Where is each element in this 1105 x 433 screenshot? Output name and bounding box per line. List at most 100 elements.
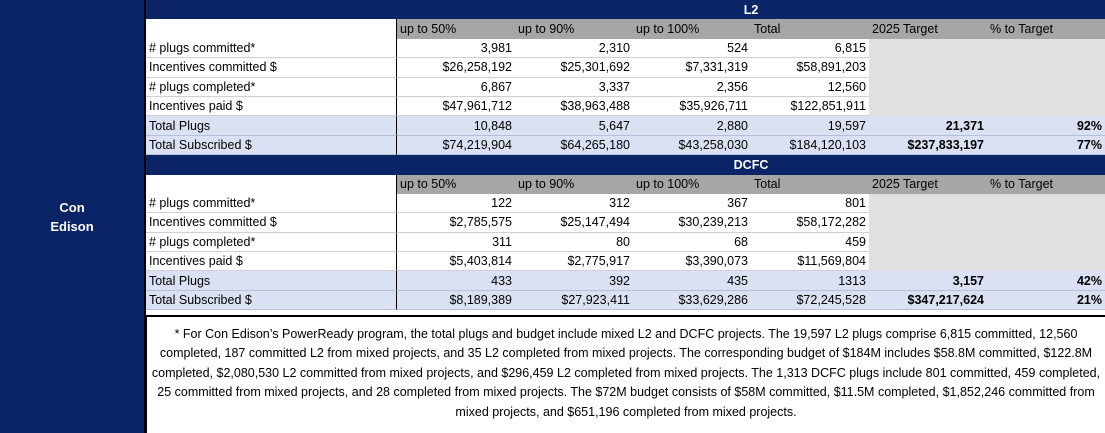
value-cell[interactable]: 80 (515, 232, 633, 253)
value-cell[interactable]: 801 (751, 193, 869, 214)
pct-empty-cell[interactable] (987, 193, 1105, 214)
value-cell[interactable]: 2,356 (633, 77, 751, 97)
pct-empty-cell[interactable] (987, 252, 1105, 272)
total-value-cell[interactable]: 435 (633, 271, 751, 291)
column-header[interactable]: up to 90% (518, 177, 575, 192)
target-empty-cell[interactable] (869, 38, 987, 59)
value-cell[interactable]: 68 (633, 232, 751, 253)
target-value-cell[interactable]: $347,217,624 (869, 290, 987, 311)
footnote-cell[interactable]: * For Con Edison’s PowerReady program, t… (146, 315, 1105, 433)
section-title[interactable]: DCFC (733, 157, 769, 172)
value-cell[interactable]: 311 (397, 232, 515, 253)
target-empty-cell[interactable] (869, 77, 987, 97)
row-label[interactable]: # plugs completed* (146, 77, 397, 97)
pct-to-target-cell[interactable]: 21% (987, 290, 1105, 311)
column-header[interactable]: % to Target (990, 177, 1054, 192)
value-cell[interactable]: $35,926,711 (633, 96, 751, 117)
total-value-cell[interactable]: 10,848 (397, 116, 515, 136)
value-cell[interactable]: 12,560 (751, 77, 869, 97)
value-cell[interactable]: 524 (633, 38, 751, 59)
total-value-cell[interactable]: $27,923,411 (515, 290, 633, 311)
total-value-cell[interactable]: 1313 (751, 271, 869, 291)
pct-empty-cell[interactable] (987, 77, 1105, 97)
value-cell[interactable]: $26,258,192 (397, 58, 515, 78)
column-header[interactable]: 2025 Target (872, 22, 938, 37)
target-empty-cell[interactable] (869, 96, 987, 117)
column-header[interactable]: Total (754, 22, 781, 37)
total-label[interactable]: Total Subscribed $ (146, 290, 397, 311)
section-title[interactable]: L2 (743, 2, 759, 17)
total-value-cell[interactable]: $43,258,030 (633, 135, 751, 156)
value-cell[interactable]: $7,331,319 (633, 58, 751, 78)
total-value-cell[interactable]: $33,629,286 (633, 290, 751, 311)
total-label[interactable]: Total Plugs (146, 116, 397, 136)
column-header[interactable]: % to Target (990, 22, 1054, 37)
target-empty-cell[interactable] (869, 193, 987, 214)
row-label[interactable]: # plugs committed* (146, 193, 397, 214)
value-cell[interactable]: 367 (633, 193, 751, 214)
total-label[interactable]: Total Subscribed $ (146, 135, 397, 156)
column-header[interactable]: up to 100% (636, 177, 700, 192)
value-cell[interactable]: $47,961,712 (397, 96, 515, 117)
blank-cell[interactable] (146, 155, 397, 174)
row-label[interactable]: Incentives committed $ (146, 213, 397, 233)
pct-empty-cell[interactable] (987, 213, 1105, 233)
value-cell[interactable]: $58,172,282 (751, 213, 869, 233)
total-value-cell[interactable]: $74,219,904 (397, 135, 515, 156)
value-cell[interactable]: 3,337 (515, 77, 633, 97)
total-value-cell[interactable]: 2,880 (633, 116, 751, 136)
row-label[interactable]: Incentives paid $ (146, 96, 397, 117)
value-cell[interactable]: $122,851,911 (751, 96, 869, 117)
value-cell[interactable]: $58,891,203 (751, 58, 869, 78)
value-cell[interactable]: 459 (751, 232, 869, 253)
total-value-cell[interactable]: 392 (515, 271, 633, 291)
pct-empty-cell[interactable] (987, 38, 1105, 59)
value-cell[interactable]: $25,147,494 (515, 213, 633, 233)
target-empty-cell[interactable] (869, 252, 987, 272)
total-value-cell[interactable]: 433 (397, 271, 515, 291)
value-cell[interactable]: 2,310 (515, 38, 633, 59)
row-label[interactable]: Incentives paid $ (146, 252, 397, 272)
column-header[interactable]: up to 50% (400, 177, 457, 192)
target-value-cell[interactable]: 3,157 (869, 271, 987, 291)
header-blank-cell[interactable] (146, 174, 397, 194)
value-cell[interactable]: $11,569,804 (751, 252, 869, 272)
blank-cell[interactable] (146, 0, 397, 19)
utility-label-cell[interactable]: Con Edison (0, 0, 146, 433)
value-cell[interactable]: 6,867 (397, 77, 515, 97)
total-value-cell[interactable]: $8,189,389 (397, 290, 515, 311)
value-cell[interactable]: 6,815 (751, 38, 869, 59)
pct-to-target-cell[interactable]: 92% (987, 116, 1105, 136)
column-header[interactable]: Total (754, 177, 781, 192)
pct-empty-cell[interactable] (987, 58, 1105, 78)
value-cell[interactable]: 3,981 (397, 38, 515, 59)
column-header[interactable]: up to 90% (518, 22, 575, 37)
value-cell[interactable]: $30,239,213 (633, 213, 751, 233)
total-value-cell[interactable]: $72,245,528 (751, 290, 869, 311)
target-value-cell[interactable]: 21,371 (869, 116, 987, 136)
total-label[interactable]: Total Plugs (146, 271, 397, 291)
row-label[interactable]: Incentives committed $ (146, 58, 397, 78)
total-value-cell[interactable]: $64,265,180 (515, 135, 633, 156)
target-value-cell[interactable]: $237,833,197 (869, 135, 987, 156)
target-empty-cell[interactable] (869, 58, 987, 78)
pct-empty-cell[interactable] (987, 96, 1105, 117)
column-header[interactable]: up to 100% (636, 22, 700, 37)
value-cell[interactable]: $5,403,814 (397, 252, 515, 272)
value-cell[interactable]: $38,963,488 (515, 96, 633, 117)
value-cell[interactable]: $2,785,575 (397, 213, 515, 233)
header-blank-cell[interactable] (146, 19, 397, 39)
pct-empty-cell[interactable] (987, 232, 1105, 253)
column-header[interactable]: up to 50% (400, 22, 457, 37)
pct-to-target-cell[interactable]: 42% (987, 271, 1105, 291)
row-label[interactable]: # plugs committed* (146, 38, 397, 59)
total-value-cell[interactable]: 5,647 (515, 116, 633, 136)
pct-to-target-cell[interactable]: 77% (987, 135, 1105, 156)
total-value-cell[interactable]: $184,120,103 (751, 135, 869, 156)
row-label[interactable]: # plugs completed* (146, 232, 397, 253)
target-empty-cell[interactable] (869, 232, 987, 253)
total-value-cell[interactable]: 19,597 (751, 116, 869, 136)
target-empty-cell[interactable] (869, 213, 987, 233)
value-cell[interactable]: 312 (515, 193, 633, 214)
column-header[interactable]: 2025 Target (872, 177, 938, 192)
